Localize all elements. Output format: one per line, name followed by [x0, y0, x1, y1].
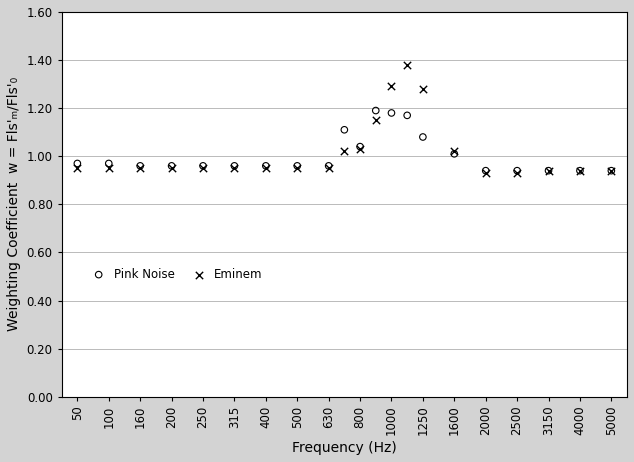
Pink Noise	[323, 162, 333, 170]
Pink Noise	[450, 150, 460, 158]
Pink Noise	[261, 162, 271, 170]
Pink Noise	[606, 167, 616, 174]
Pink Noise	[339, 126, 349, 134]
Pink Noise	[230, 162, 240, 170]
Pink Noise	[543, 167, 553, 174]
Eminem	[386, 83, 396, 90]
Eminem	[323, 164, 333, 172]
Eminem	[167, 164, 177, 172]
Pink Noise	[402, 112, 412, 119]
Eminem	[371, 116, 381, 124]
Eminem	[135, 164, 145, 172]
Eminem	[418, 85, 428, 92]
Pink Noise	[72, 160, 82, 167]
Legend: Pink Noise, Eminem: Pink Noise, Eminem	[84, 265, 265, 283]
Eminem	[543, 167, 553, 174]
Pink Noise	[386, 109, 396, 116]
Eminem	[261, 164, 271, 172]
Eminem	[72, 164, 82, 172]
Pink Noise	[481, 167, 491, 174]
Pink Noise	[575, 167, 585, 174]
X-axis label: Frequency (Hz): Frequency (Hz)	[292, 441, 397, 455]
Pink Noise	[104, 160, 114, 167]
Eminem	[292, 164, 302, 172]
Eminem	[104, 164, 114, 172]
Pink Noise	[135, 162, 145, 170]
Eminem	[575, 167, 585, 174]
Eminem	[402, 61, 412, 68]
Eminem	[450, 148, 460, 155]
Pink Noise	[512, 167, 522, 174]
Eminem	[606, 167, 616, 174]
Eminem	[512, 170, 522, 177]
Eminem	[198, 164, 208, 172]
Y-axis label: Weighting Coefficient  w = Fls'ₘ/Fls'₀: Weighting Coefficient w = Fls'ₘ/Fls'₀	[7, 77, 21, 331]
Eminem	[230, 164, 240, 172]
Pink Noise	[355, 143, 365, 150]
Pink Noise	[167, 162, 177, 170]
Pink Noise	[418, 134, 428, 141]
Eminem	[339, 148, 349, 155]
Pink Noise	[292, 162, 302, 170]
Pink Noise	[198, 162, 208, 170]
Pink Noise	[371, 107, 381, 114]
Eminem	[355, 146, 365, 153]
Eminem	[481, 170, 491, 177]
